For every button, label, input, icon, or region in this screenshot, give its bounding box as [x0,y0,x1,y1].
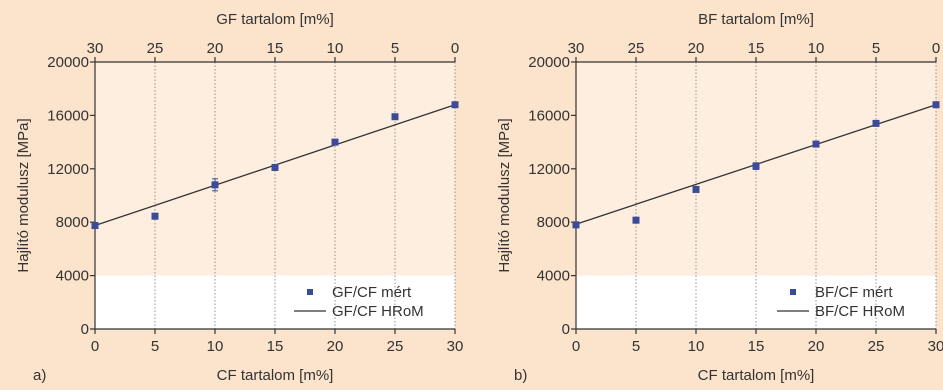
y-tick-label: 12000 [47,161,89,178]
x-tick-label: 30 [447,338,464,355]
y-axis-title: Hajlító modulusz [MPa] [15,118,32,272]
y-tick-label: 12000 [528,161,570,178]
x2-tick-label: 0 [451,40,459,57]
x-tick-label: 10 [207,338,224,355]
y-tick-label: 0 [562,321,570,338]
panel-label: b) [514,367,527,384]
x2-tick-label: 5 [391,40,399,57]
x-tick-label: 15 [748,338,765,355]
data-point [272,164,279,171]
y-tick-label: 4000 [537,268,570,285]
legend-label: GF/CF mért [332,284,412,301]
x-tick-label: 15 [267,338,284,355]
y-tick-label: 16000 [47,107,89,124]
x-tick-label: 5 [151,338,159,355]
x2-tick-label: 10 [327,40,344,57]
legend-label: GF/CF HRoM [332,303,424,320]
x2-tick-label: 20 [688,40,705,57]
x2-tick-label: 30 [568,40,585,57]
data-point [332,139,339,146]
x-tick-label: 20 [808,338,825,355]
x2-tick-label: 0 [932,40,940,57]
data-point [693,186,700,193]
data-point [753,163,760,170]
data-point [212,181,219,188]
y-tick-label: 16000 [528,107,570,124]
x2-tick-label: 5 [872,40,880,57]
y-tick-label: 0 [81,321,89,338]
legend-marker [307,289,313,295]
data-point [633,217,640,224]
x-tick-label: 0 [572,338,580,355]
x2-tick-label: 15 [267,40,284,57]
data-point [813,141,820,148]
x2-tick-label: 25 [628,40,645,57]
x-tick-label: 0 [91,338,99,355]
data-point [573,221,580,228]
x2-tick-label: 30 [87,40,104,57]
x-axis-title: CF tartalom [m%] [217,367,334,384]
data-point [452,101,459,108]
panel-label: a) [33,367,46,384]
data-point [152,213,159,220]
data-point [873,120,880,127]
x2-tick-label: 25 [147,40,164,57]
x-tick-label: 10 [688,338,705,355]
x-axis-title: CF tartalom [m%] [698,367,815,384]
x2-axis-title: BF tartalom [m%] [698,11,814,28]
x-tick-label: 20 [327,338,344,355]
x-tick-label: 25 [387,338,404,355]
x-tick-label: 25 [868,338,885,355]
y-tick-label: 20000 [47,54,89,71]
data-point [392,113,399,120]
y-tick-label: 4000 [56,268,89,285]
legend-label: BF/CF HRoM [815,303,905,320]
x2-axis-title: GF tartalom [m%] [216,11,334,28]
x2-tick-label: 15 [748,40,765,57]
x2-tick-label: 10 [808,40,825,57]
y-axis-title: Hajlító modulusz [MPa] [496,118,513,272]
legend-label: BF/CF mért [815,284,893,301]
data-point [933,101,940,108]
y-tick-label: 8000 [56,214,89,231]
y-tick-label: 20000 [528,54,570,71]
x2-tick-label: 20 [207,40,224,57]
x-tick-label: 30 [928,338,943,355]
legend-marker [790,289,796,295]
y-tick-label: 8000 [537,214,570,231]
x-tick-label: 5 [632,338,640,355]
data-point [92,222,99,229]
